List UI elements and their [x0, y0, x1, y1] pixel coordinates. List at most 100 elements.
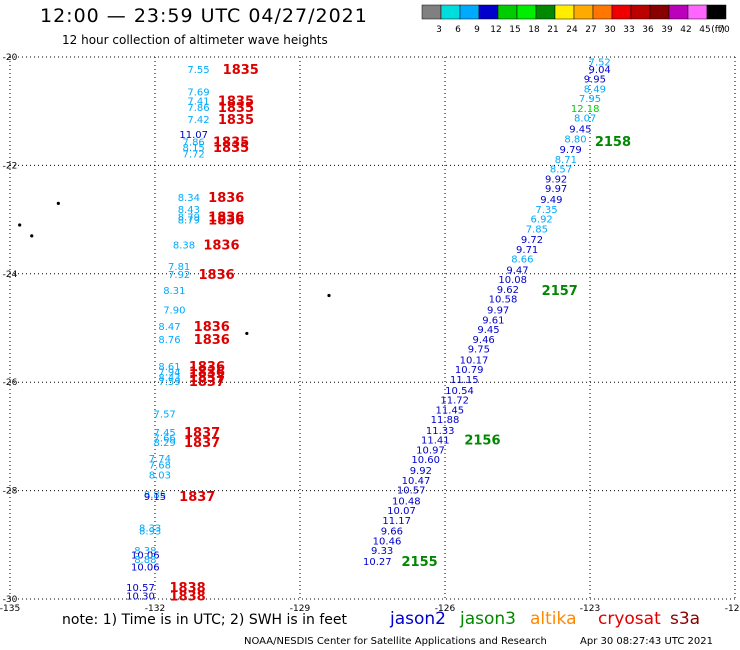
colorbar-swatch	[668, 4, 689, 20]
wave-height-label: 7.74	[149, 454, 171, 465]
colorbar-tick-label: 45	[699, 25, 710, 35]
wave-height-label: 7.68	[149, 461, 171, 472]
pass-time-label: 1836	[199, 268, 235, 283]
wave-height-label: 8.79	[178, 216, 200, 227]
wave-height-label: 11.07	[179, 130, 208, 141]
colorbar-swatch	[630, 4, 651, 20]
island-dot	[327, 293, 331, 298]
wave-height-label: 9.97	[487, 306, 509, 317]
pass-time-label: 1835	[213, 141, 249, 156]
wave-height-label: 8.57	[550, 165, 572, 176]
wave-height-label: 9.92	[410, 466, 432, 477]
islands	[18, 201, 331, 336]
colorbar-swatch	[440, 4, 461, 20]
wave-height-label: 8.80	[564, 134, 586, 145]
y-tick-label: -30	[3, 595, 18, 605]
colorbar-tick-label: 9	[474, 25, 480, 35]
wave-height-label: 7.52	[589, 57, 611, 68]
wave-height-label: 8.31	[163, 286, 185, 297]
wave-height-label: 10.06	[131, 551, 160, 562]
wave-height-label: 7.86	[183, 138, 205, 149]
wave-height-label: 11.41	[421, 436, 450, 447]
pass-time-label: 1835	[223, 63, 259, 78]
colorbar-tick-label: 39	[661, 25, 673, 35]
wave-height-label: 8.47	[158, 322, 180, 333]
wave-height-label: 8.07	[574, 114, 596, 125]
wave-height-label: 7.66	[154, 433, 176, 444]
wave-height-label: 9.72	[521, 235, 543, 246]
x-tick-label: -123	[580, 604, 600, 614]
colorbar-tick-label: 24	[566, 25, 578, 35]
pass-time-label: 1836	[208, 191, 244, 206]
x-tick-label: -129	[290, 604, 311, 614]
pass-time-label: 2156	[464, 434, 500, 449]
colorbar-swatch	[459, 4, 480, 20]
wave-height-label: 10.30	[126, 592, 155, 603]
colorbar-swatch	[478, 4, 499, 20]
wave-height-label: 11.15	[450, 375, 479, 386]
island-dot	[56, 201, 60, 205]
colorbar-tick-label: 21	[547, 25, 558, 35]
time-labels: 1835183518351835183518351836183618361836…	[170, 63, 632, 605]
wave-height-label: 8.76	[158, 335, 180, 346]
grid-lines	[9, 56, 736, 600]
colorbar-swatch	[516, 4, 537, 20]
wave-height-label: 10.60	[411, 455, 440, 466]
pass-time-label: 1837	[189, 371, 225, 386]
wave-height-label: 9.33	[371, 546, 393, 557]
colorbar-tick-label: 27	[585, 25, 596, 35]
wave-height-label: 10.27	[363, 557, 392, 568]
wave-height-label: 9.47	[506, 265, 528, 276]
wave-height-label: 8.29	[154, 438, 176, 449]
y-tick-label: -22	[3, 161, 18, 171]
pass-time-label: 1835	[218, 101, 254, 116]
wave-height-label: 8.34	[178, 193, 200, 204]
wave-height-label: 9.95	[584, 75, 606, 86]
wave-height-label: 9.71	[516, 245, 538, 256]
island-dot	[18, 223, 22, 227]
wave-height-label: 8.38	[134, 546, 156, 557]
pass-time-label: 1836	[208, 214, 244, 229]
colorbar-swatch	[573, 4, 594, 20]
pass-time-label: 1836	[189, 365, 225, 380]
axis-ticks: -135 -132 -129 -126 -123 -120 -20 -22 -24 -26 -28 -…	[0, 53, 740, 614]
wave-height-label: 7.72	[183, 149, 205, 160]
wave-height-label: 9.15	[144, 492, 166, 503]
pass-time-label: 1836	[189, 360, 225, 375]
colorbar-swatch	[421, 4, 442, 20]
y-tick-label: -28	[3, 487, 18, 497]
wave-height-label: 7.95	[579, 94, 601, 105]
chart-title: 12:00 — 23:59 UTC 04/27/2021	[40, 5, 368, 27]
pass-time-label: 2158	[595, 135, 631, 150]
wave-height-label: 8.71	[555, 155, 577, 166]
colorbar-tick-label: 36	[642, 25, 654, 35]
colorbar-swatch	[592, 4, 613, 20]
colorbar-swatch	[535, 4, 556, 20]
wave-height-label: 9.92	[545, 174, 567, 185]
pass-time-label: 1836	[194, 320, 230, 335]
x-tick-label: -132	[145, 604, 165, 614]
wave-height-label: 11.17	[382, 516, 411, 527]
wave-height-label: 8.15	[183, 143, 205, 154]
wave-height-label: 7.42	[187, 115, 209, 126]
wave-height-label: 10.07	[387, 506, 416, 517]
wave-height-label: 7.59	[158, 377, 180, 388]
chart-subtitle: 12 hour collection of altimeter wave hei…	[62, 33, 328, 47]
y-tick-label: -20	[3, 53, 18, 63]
wave-height-label: 8.33	[139, 523, 161, 534]
wave-height-label: 9.45	[477, 325, 499, 336]
colorbar-unit: (ft)	[711, 25, 725, 35]
colorbar-tick-label: 3	[436, 25, 442, 35]
wave-height-label: 8.49	[584, 84, 606, 95]
wave-height-label: 10.97	[416, 445, 445, 456]
colorbar-tick-label: 42	[680, 25, 691, 35]
wave-height-label: 11.33	[426, 426, 455, 437]
legend-altika: altika	[530, 609, 577, 629]
colorbar-tick-label: 15	[509, 25, 520, 35]
legend-cryosat: cryosat	[598, 609, 661, 629]
legend-s3a: s3a	[670, 609, 701, 629]
island-dot	[245, 331, 249, 336]
pass-time-label: 1835	[213, 136, 249, 151]
wave-height-label: 7.35	[535, 205, 557, 216]
wave-height-label: 8.61	[158, 362, 180, 373]
